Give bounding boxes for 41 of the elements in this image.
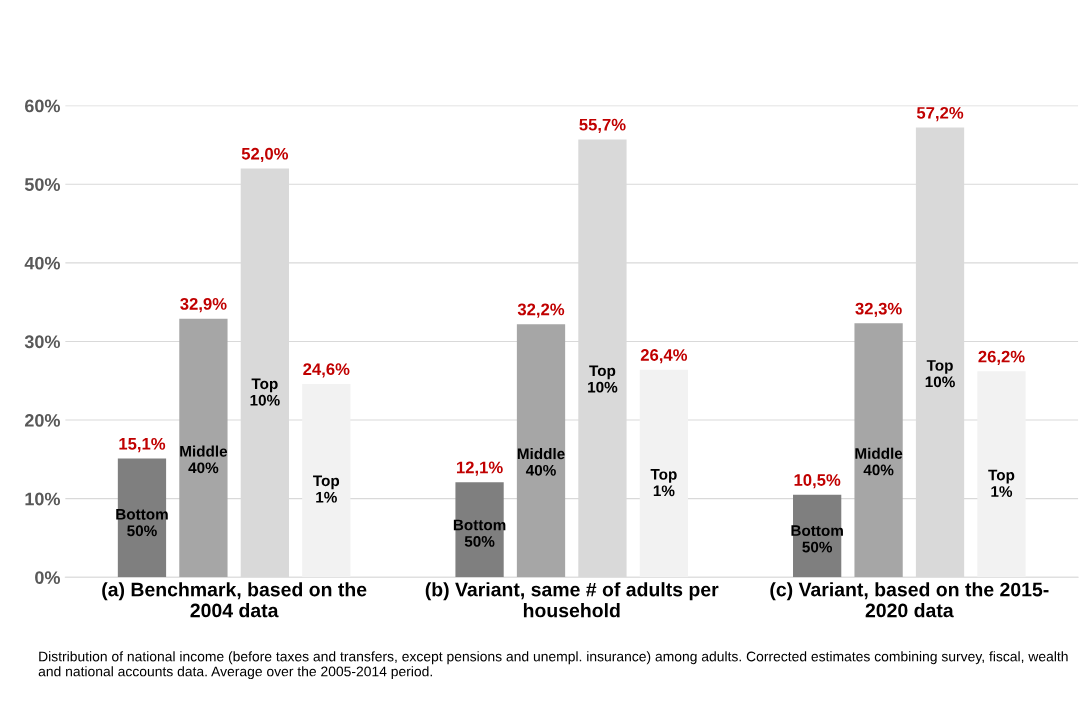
text: Middle 40%	[855, 447, 903, 476]
bar	[854, 323, 903, 578]
data-label: 32,3%	[855, 302, 902, 317]
data-label: 10,5%	[794, 474, 841, 489]
bar	[179, 318, 228, 578]
text: Middle 40%	[517, 448, 565, 476]
y-tick-label: 20%	[24, 413, 60, 427]
series-label: Top 10%	[250, 378, 280, 406]
data-label: 32,2%	[517, 303, 565, 318]
x-tick-label: (a) Benchmark, based on the 2004 data	[102, 582, 367, 618]
data-label: 57,2%	[916, 106, 964, 122]
data-label: 24,6%	[303, 363, 350, 378]
y-tick-label: 0%	[35, 571, 60, 584]
x-tick-label: (b) Variant, same # of adults per household	[425, 582, 719, 618]
data-label: 26,2%	[978, 350, 1025, 365]
bar	[977, 371, 1026, 578]
data-label: 12,1%	[456, 461, 503, 476]
bar	[639, 369, 689, 578]
data-label: 55,7%	[579, 118, 626, 133]
text: Distribution of national income (before taxes and transfers, except pensions and unempl. insurance) among adults. Corrected estimates combining survey, fiscal, wealth and national accounts data. Average over the 2005-2014 period.	[38, 651, 1068, 680]
bar	[793, 494, 842, 578]
x-tick-label: (c) Variant, based on the 2015- 2020 data	[770, 582, 1049, 618]
data-label: 52,0%	[241, 147, 289, 163]
bar	[516, 324, 566, 578]
y-tick-label: 10%	[25, 492, 60, 506]
y-tick-label: 40%	[24, 256, 60, 270]
bar	[117, 458, 167, 578]
data-label: 32,9%	[180, 297, 227, 313]
y-tick-label: 50%	[24, 178, 60, 191]
bar	[302, 383, 351, 578]
data-label: 26,4%	[640, 349, 688, 364]
data-label: 15,1%	[119, 437, 166, 453]
series-label: Middle 40%	[180, 445, 228, 474]
bar	[455, 482, 504, 578]
y-tick-label: 30%	[24, 335, 60, 349]
text: Top 1%	[650, 469, 677, 497]
text: Top 1%	[988, 469, 1015, 497]
text: Top 10%	[588, 365, 618, 393]
series-label: Top 1%	[313, 475, 340, 503]
y-tick-label: 60%	[25, 99, 60, 113]
text: Top 10%	[925, 360, 955, 388]
